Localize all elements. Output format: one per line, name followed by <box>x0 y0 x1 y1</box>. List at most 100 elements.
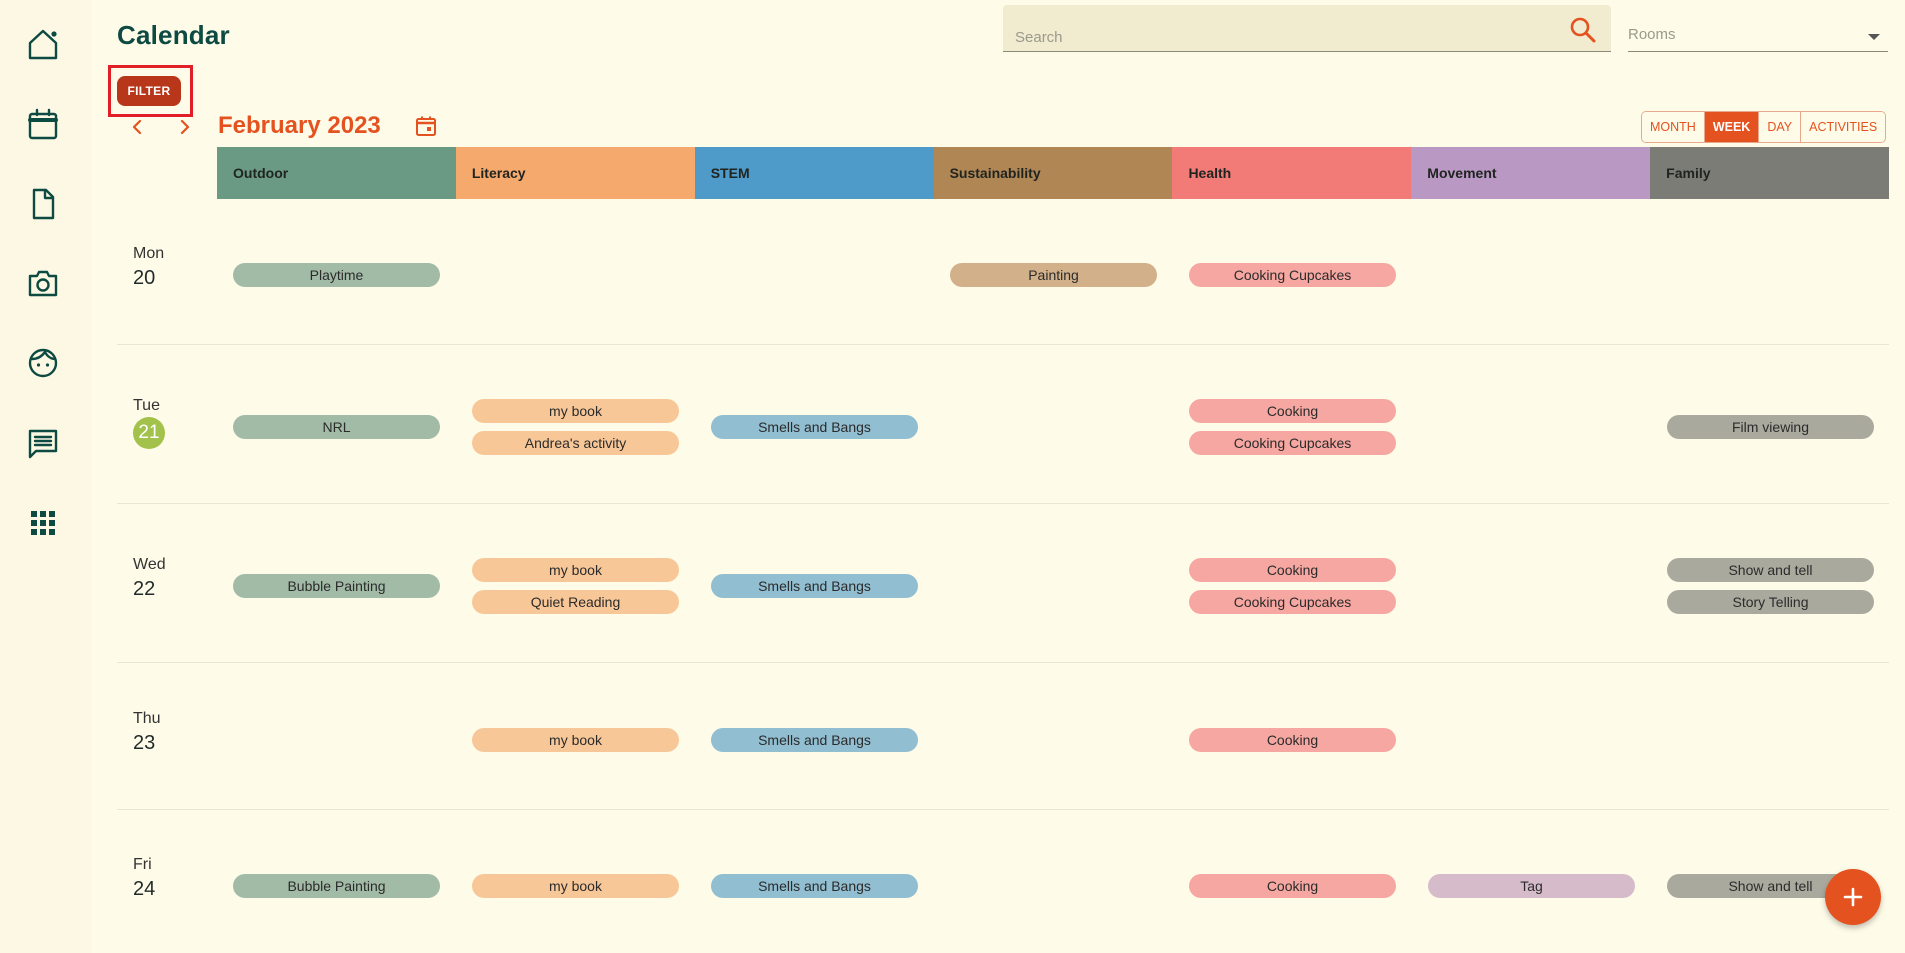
event-pill[interactable]: Cooking <box>1189 728 1396 752</box>
event-pill[interactable]: my book <box>472 874 679 898</box>
event-pill[interactable]: Cooking Cupcakes <box>1189 590 1396 614</box>
sidebar-item-documents[interactable] <box>24 185 62 223</box>
event-cell-health: Cooking Cupcakes <box>1189 263 1396 287</box>
filter-button[interactable]: FILTER <box>117 76 181 106</box>
event-cell-literacy: my book <box>472 874 679 898</box>
event-pill[interactable]: Smells and Bangs <box>711 415 918 439</box>
event-pill[interactable]: Cooking <box>1189 399 1396 423</box>
chevron-right-icon <box>180 119 190 135</box>
day-name: Tue <box>133 397 160 414</box>
event-pill[interactable]: Cooking Cupcakes <box>1189 431 1396 455</box>
child-face-icon <box>28 348 58 378</box>
event-pill[interactable]: Quiet Reading <box>472 590 679 614</box>
chevron-left-icon <box>132 119 142 135</box>
day-name: Wed <box>133 556 166 573</box>
event-pill[interactable]: Film viewing <box>1667 415 1874 439</box>
event-cell-family: Film viewing <box>1667 415 1874 439</box>
category-header-row: Outdoor Literacy STEM Sustainability Health M… <box>217 147 1890 199</box>
sidebar-item-calendar[interactable] <box>24 105 62 143</box>
sidebar-item-home[interactable] <box>24 25 62 63</box>
rooms-select[interactable]: Rooms <box>1628 20 1888 52</box>
search-input[interactable] <box>1015 27 1555 47</box>
view-month-button[interactable]: MONTH <box>1642 112 1705 142</box>
event-cell-sustainability: Painting <box>950 263 1157 287</box>
day-row-wed: Wed 22 Bubble Painting my book Quiet Reading… <box>117 504 1889 663</box>
day-number: 23 <box>133 732 156 754</box>
previous-week-button[interactable] <box>126 116 148 138</box>
event-cell-health: Cooking <box>1189 728 1396 752</box>
view-toggle: MONTH WEEK DAY ACTIVITIES <box>1641 111 1887 143</box>
category-header-literacy: Literacy <box>455 147 695 199</box>
rooms-placeholder: Rooms <box>1628 26 1676 43</box>
event-cell-outdoor: Bubble Painting <box>233 874 440 898</box>
day-label: Wed 22 <box>133 556 166 601</box>
today-date-badge: 21 <box>133 417 165 449</box>
search-box[interactable] <box>1003 5 1611 52</box>
event-pill[interactable]: Smells and Bangs <box>711 874 918 898</box>
event-pill[interactable]: Bubble Painting <box>233 874 440 898</box>
day-row-tue: Tue 21 NRL my book Andrea's activity Smells a… <box>117 345 1889 504</box>
event-cell-outdoor: Bubble Painting <box>233 574 440 598</box>
event-pill[interactable]: my book <box>472 728 679 752</box>
category-header-family: Family <box>1650 147 1890 199</box>
event-pill[interactable]: Smells and Bangs <box>711 728 918 752</box>
event-pill[interactable]: Smells and Bangs <box>711 574 918 598</box>
home-icon <box>28 29 58 60</box>
sidebar <box>0 0 92 953</box>
event-cell-stem: Smells and Bangs <box>711 415 918 439</box>
day-label: Tue 21 <box>133 397 165 449</box>
event-pill[interactable]: NRL <box>233 415 440 439</box>
event-pill[interactable]: Cooking <box>1189 874 1396 898</box>
calendar-picker-icon[interactable] <box>414 114 438 138</box>
event-cell-stem: Smells and Bangs <box>711 574 918 598</box>
add-activity-button[interactable] <box>1825 869 1881 925</box>
day-name: Thu <box>133 710 161 727</box>
event-pill[interactable]: Tag <box>1428 874 1635 898</box>
view-activities-button[interactable]: ACTIVITIES <box>1801 112 1886 142</box>
document-icon <box>32 188 55 220</box>
event-cell-health: Cooking <box>1189 874 1396 898</box>
category-header-stem: STEM <box>694 147 934 199</box>
event-pill[interactable]: Story Telling <box>1667 590 1874 614</box>
category-header-health: Health <box>1172 147 1412 199</box>
next-week-button[interactable] <box>174 116 196 138</box>
chevron-down-icon <box>1868 34 1880 40</box>
sidebar-item-children[interactable] <box>24 344 62 382</box>
sidebar-item-apps[interactable] <box>24 504 62 542</box>
event-pill[interactable]: my book <box>472 399 679 423</box>
camera-icon <box>28 270 58 297</box>
event-pill[interactable]: Andrea's activity <box>472 431 679 455</box>
day-number: 24 <box>133 878 156 900</box>
view-week-button[interactable]: WEEK <box>1704 112 1760 142</box>
day-label: Thu 23 <box>133 710 161 755</box>
sidebar-item-camera[interactable] <box>24 264 62 302</box>
event-pill[interactable]: Cooking <box>1189 558 1396 582</box>
event-cell-health: Cooking Cooking Cupcakes <box>1189 558 1396 614</box>
day-label: Mon 20 <box>133 245 164 290</box>
day-row-fri: Fri 24 Bubble Painting my book Smells and Ba… <box>117 810 1889 953</box>
event-pill[interactable]: Painting <box>950 263 1157 287</box>
day-label: Fri 24 <box>133 856 155 901</box>
event-cell-stem: Smells and Bangs <box>711 728 918 752</box>
day-name: Mon <box>133 245 165 262</box>
event-pill[interactable]: Playtime <box>233 263 440 287</box>
event-pill[interactable]: my book <box>472 558 679 582</box>
search-icon[interactable] <box>1569 16 1597 44</box>
event-pill[interactable]: Show and tell <box>1667 558 1874 582</box>
chat-icon <box>28 429 58 459</box>
plus-icon <box>1843 887 1863 907</box>
view-day-button[interactable]: DAY <box>1759 112 1802 142</box>
filter-highlight-box <box>108 65 193 117</box>
day-number: 22 <box>133 578 156 600</box>
event-cell-outdoor: Playtime <box>233 263 440 287</box>
event-cell-literacy: my book Andrea's activity <box>472 399 679 455</box>
page-title: Calendar <box>117 20 230 50</box>
event-pill[interactable]: Cooking Cupcakes <box>1189 263 1396 287</box>
category-header-sustainability: Sustainability <box>933 147 1173 199</box>
sidebar-item-messages[interactable] <box>24 424 62 462</box>
month-title: February 2023 <box>218 112 381 139</box>
event-cell-literacy: my book <box>472 728 679 752</box>
day-number: 20 <box>133 267 156 289</box>
event-pill[interactable]: Bubble Painting <box>233 574 440 598</box>
day-row-thu: Thu 23 my book Smells and Bangs Cooking <box>117 663 1889 810</box>
